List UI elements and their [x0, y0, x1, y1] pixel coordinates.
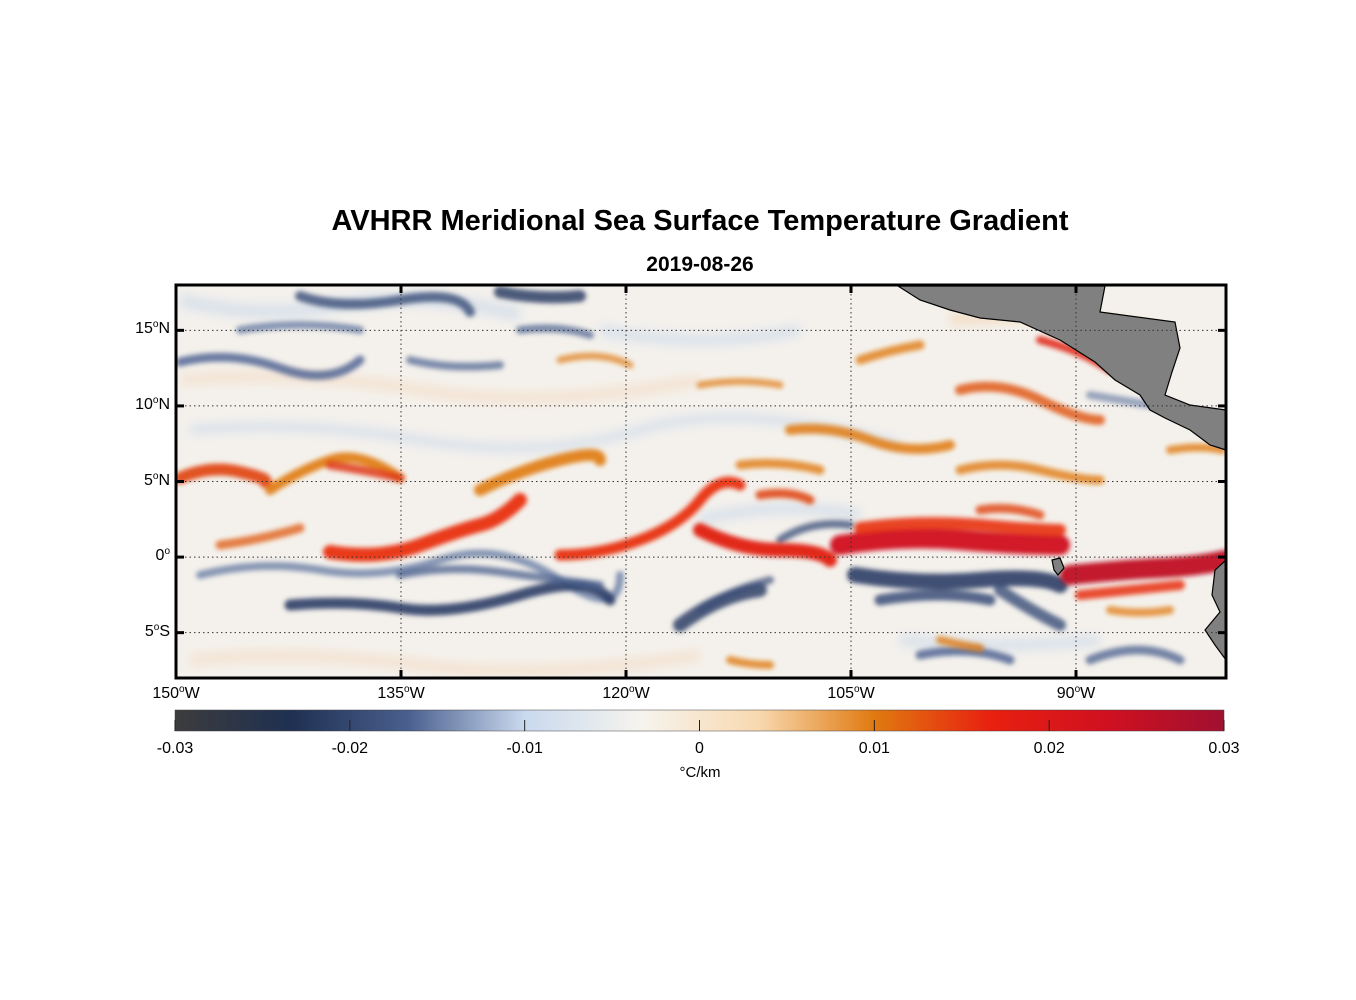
- lat-label: 5oS: [144, 621, 170, 640]
- lat-label: 15oN: [135, 319, 170, 338]
- band-north-pos-1: [855, 340, 925, 365]
- band-itcz-west-3: [325, 460, 405, 483]
- lat-label: 5oN: [143, 470, 170, 489]
- band-mid-pos-5: [955, 460, 1105, 485]
- band-north-pos-4: [696, 378, 784, 389]
- band-equatorial-main-1: [323, 493, 527, 562]
- negative-gradient-bands: [177, 286, 1185, 665]
- band-south-neg-1: [196, 549, 624, 603]
- band-south-neg-8: [994, 584, 1066, 631]
- colorbar-tick-label: -0.03: [156, 740, 194, 757]
- band-mid-pos-1: [735, 458, 825, 475]
- map-title: AVHRR Meridional Sea Surface Temperature…: [331, 205, 1069, 237]
- lat-label: 10oN: [135, 394, 170, 413]
- colorbar-tick-label: 0.03: [1208, 740, 1240, 757]
- land-south-america: [1204, 560, 1225, 660]
- band-south-neg-5: [696, 576, 774, 614]
- lon-label: 135oW: [377, 684, 425, 702]
- band-mid-pos-2: [755, 488, 815, 505]
- colorbar-tick-label: 0.01: [858, 740, 890, 757]
- land-central-america: [896, 286, 1225, 451]
- lon-label: 120oW: [602, 684, 650, 702]
- colorbar-tick-label: 0: [695, 740, 704, 757]
- band-mid-neg-1: [776, 520, 854, 544]
- band-equatorial-east-1: [830, 528, 1070, 555]
- map-subtitle: 2019-08-26: [646, 253, 754, 276]
- band-equatorial-main-2: [474, 449, 606, 496]
- band-south-neg-6: [847, 567, 1068, 593]
- colorbar-ticks: [174, 720, 1225, 731]
- band-south-neg-3: [396, 565, 604, 589]
- band-equatorial-east-4: [1075, 580, 1185, 600]
- band-south-neg-9: [915, 646, 1015, 665]
- lat-label: 0o: [155, 546, 170, 565]
- colorbar-tick-label: 0.02: [1033, 740, 1065, 757]
- band-itcz-west: [177, 463, 272, 488]
- colorbar-tick-label: -0.02: [331, 740, 369, 757]
- band-mid-pos-4: [955, 381, 1105, 425]
- band-mid-pos-6: [975, 503, 1045, 520]
- band-south-neg-7: [874, 589, 996, 606]
- lon-label: 90oW: [1056, 684, 1096, 702]
- band-south-pos-3: [1106, 606, 1174, 617]
- band-equatorial-main-3: [554, 476, 746, 561]
- land-galapagos: [1051, 557, 1065, 576]
- positive-gradient-bands: [177, 336, 1225, 669]
- band-south-pos-1: [936, 636, 984, 652]
- colorbar-unit: °C/km: [679, 764, 721, 781]
- band-north-pos-5: [1166, 443, 1225, 454]
- band-north-neg-1: [177, 352, 365, 380]
- band-equatorial-west: [215, 523, 305, 550]
- map-frame: [174, 283, 1228, 680]
- band-south-neg-10: [1085, 645, 1185, 665]
- band-north-neg-4: [494, 286, 586, 304]
- band-itcz-west-2: [265, 452, 405, 495]
- band-north-neg-6: [516, 324, 594, 339]
- band-north-pos-3: [556, 352, 634, 369]
- band-equatorial-east-2: [854, 517, 1066, 536]
- band-equatorial-main-4: [693, 523, 837, 567]
- band-mid-pos-3: [785, 423, 955, 454]
- lon-label: 150oW: [152, 684, 200, 702]
- band-mid-neg-2: [1086, 391, 1154, 409]
- lon-label: 105oW: [827, 684, 875, 702]
- band-north-neg-2: [236, 321, 364, 334]
- land-masses: [896, 286, 1225, 660]
- band-north-neg-5: [406, 356, 504, 371]
- band-equatorial-east-3: [1060, 550, 1225, 585]
- band-north-neg-3: [295, 291, 475, 317]
- band-south-pos-2: [726, 656, 774, 669]
- colorbar-tick-label: -0.01: [506, 740, 543, 757]
